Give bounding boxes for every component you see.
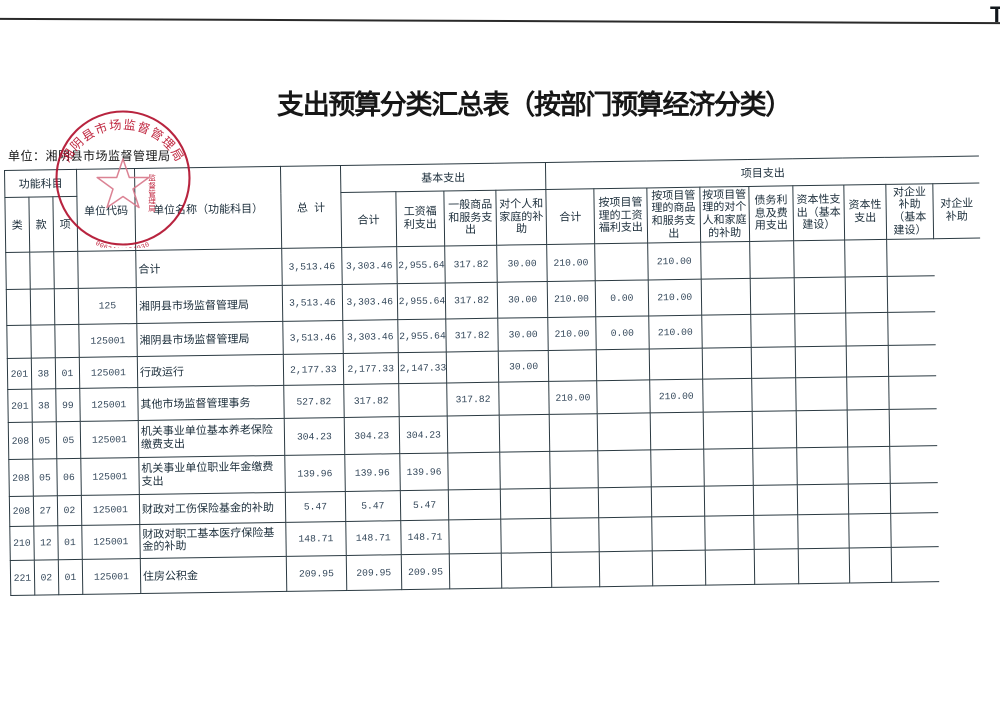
svg-text:湘阴县市场监督管理局: 湘阴县市场监督管理局 [58, 118, 187, 165]
svg-text:监督管理局: 监督管理局 [147, 173, 156, 213]
